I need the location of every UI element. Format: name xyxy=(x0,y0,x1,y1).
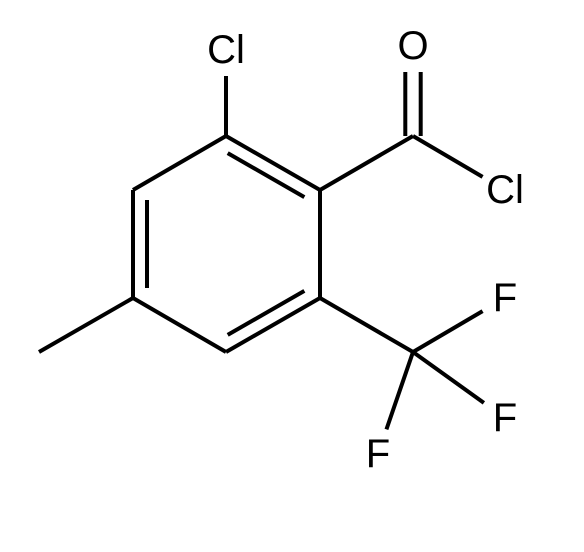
bond-line xyxy=(226,298,320,352)
atom-label: F xyxy=(366,432,390,476)
bond-line xyxy=(133,136,226,190)
atom-label: F xyxy=(493,396,517,440)
bond-line xyxy=(226,136,320,190)
molecule-diagram: Cl O Cl F F F xyxy=(0,0,584,552)
bond-line xyxy=(413,352,484,403)
bond-line xyxy=(413,136,483,177)
bond-line xyxy=(320,136,413,190)
bond-line xyxy=(39,298,133,352)
atom-label: O xyxy=(397,24,428,68)
bond-line xyxy=(413,311,483,352)
atom-label: F xyxy=(493,276,517,320)
atom-label: Cl xyxy=(207,28,245,72)
bond-line xyxy=(386,352,413,429)
bond-line xyxy=(320,298,413,352)
bond-line xyxy=(133,298,226,352)
atom-label: Cl xyxy=(486,168,524,212)
